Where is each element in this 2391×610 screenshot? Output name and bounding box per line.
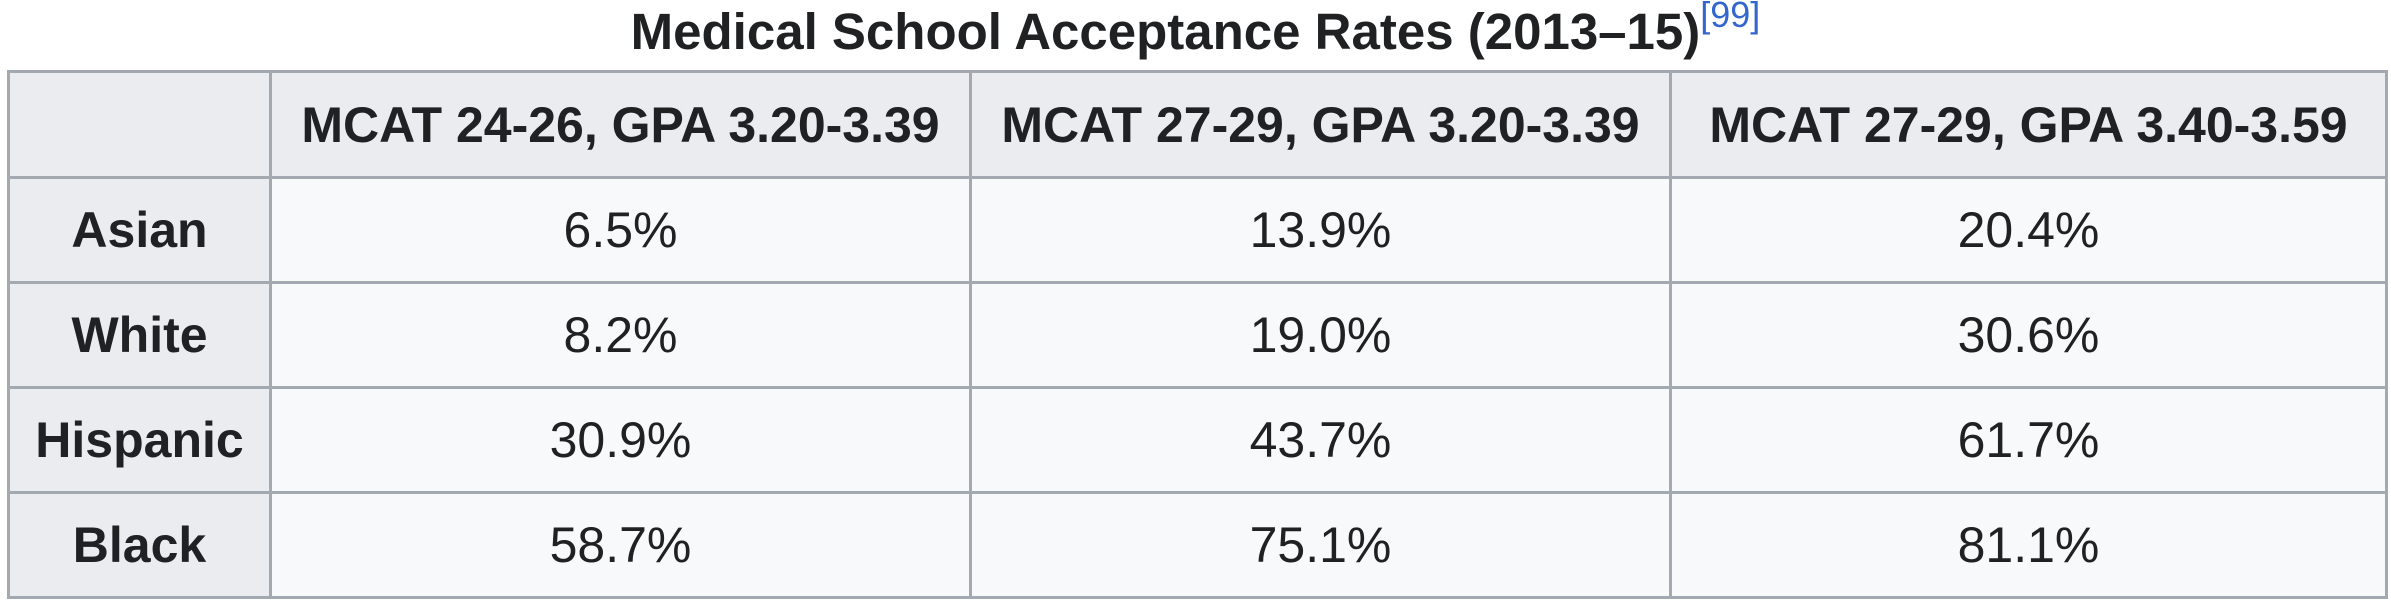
table-row: Asian 6.5% 13.9% 20.4% (7, 176, 2388, 284)
row-header: Black (7, 491, 272, 599)
table-cell: 61.7% (1669, 386, 2388, 494)
table-cell: 8.2% (269, 281, 972, 389)
table-cell: 19.0% (969, 281, 1672, 389)
table-title: Medical School Acceptance Rates (2013–15… (630, 3, 1701, 60)
row-header: White (7, 281, 272, 389)
column-header: MCAT 24-26, GPA 3.20-3.39 (269, 70, 972, 179)
reference-link[interactable]: [99] (1700, 0, 1761, 35)
table-cell: 81.1% (1669, 491, 2388, 599)
header-row: MCAT 24-26, GPA 3.20-3.39 MCAT 27-29, GP… (7, 70, 2388, 179)
table-cell: 43.7% (969, 386, 1672, 494)
table-row: Hispanic 30.9% 43.7% 61.7% (7, 386, 2388, 494)
row-header: Hispanic (7, 386, 272, 494)
column-header: MCAT 27-29, GPA 3.20-3.39 (969, 70, 1672, 179)
table-cell: 30.6% (1669, 281, 2388, 389)
table-row: White 8.2% 19.0% 30.6% (7, 281, 2388, 389)
table-cell: 6.5% (269, 176, 972, 284)
table-row: Black 58.7% 75.1% 81.1% (7, 491, 2388, 599)
table-cell: 58.7% (269, 491, 972, 599)
table-cell: 75.1% (969, 491, 1672, 599)
acceptance-rates-table: MCAT 24-26, GPA 3.20-3.39 MCAT 27-29, GP… (7, 70, 2388, 599)
table-cell: 20.4% (1669, 176, 2388, 284)
table-cell: 30.9% (269, 386, 972, 494)
table-cell: 13.9% (969, 176, 1672, 284)
row-header: Asian (7, 176, 272, 284)
column-header: MCAT 27-29, GPA 3.40-3.59 (1669, 70, 2388, 179)
table-caption: Medical School Acceptance Rates (2013–15… (0, 0, 2391, 72)
corner-header-cell (7, 70, 272, 179)
